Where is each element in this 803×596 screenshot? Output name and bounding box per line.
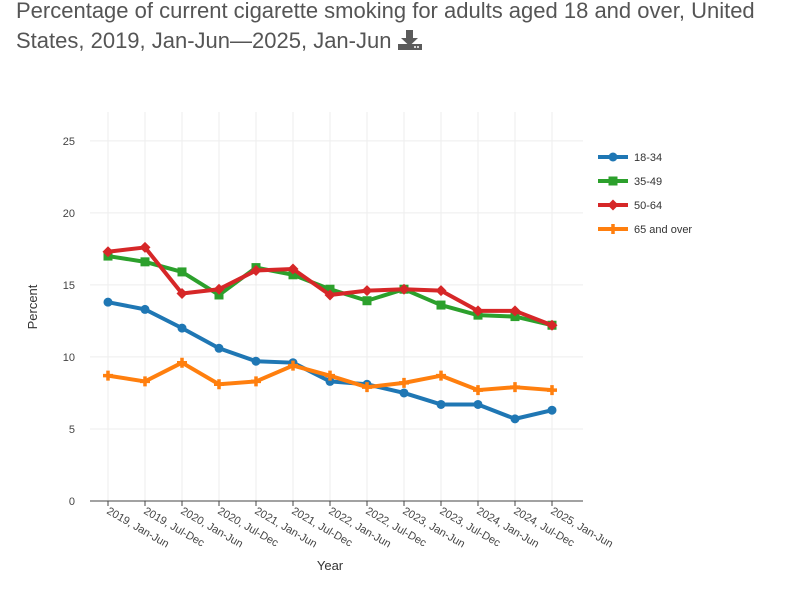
chart-title-text: Percentage of current cigarette smoking …	[16, 0, 755, 53]
legend-item-50-64[interactable]: 50-64	[598, 199, 662, 213]
data-point-35-49[interactable]	[325, 284, 335, 294]
data-point-18-34[interactable]	[140, 304, 150, 314]
data-point-18-34[interactable]	[510, 414, 520, 424]
legend-label-35-49: 35-49	[634, 176, 662, 188]
data-point-18-34[interactable]	[473, 399, 483, 409]
data-point-35-49[interactable]	[288, 270, 298, 280]
series-group	[102, 241, 558, 424]
data-point-65-and-over[interactable]	[177, 357, 187, 368]
data-point-18-34[interactable]	[177, 323, 187, 333]
series-50-64	[102, 241, 558, 331]
data-point-65-and-over[interactable]	[547, 385, 557, 396]
legend-item-65-and-over[interactable]: 65 and over	[598, 224, 692, 236]
legend-marker-18-34[interactable]	[608, 152, 618, 162]
data-point-65-and-over[interactable]	[362, 382, 372, 393]
data-point-50-64[interactable]	[287, 263, 299, 275]
data-point-50-64[interactable]	[546, 319, 558, 331]
legend-marker-65-and-over[interactable]	[608, 224, 618, 234]
data-point-18-34[interactable]	[103, 297, 113, 307]
data-point-50-64[interactable]	[213, 283, 225, 295]
data-point-18-34[interactable]	[547, 405, 557, 415]
data-point-50-64[interactable]	[250, 264, 262, 276]
legend-label-18-34: 18-34	[634, 152, 662, 164]
chart-title: Percentage of current cigarette smoking …	[16, 0, 803, 59]
data-point-18-34[interactable]	[436, 399, 446, 409]
y-tick-label: 0	[69, 496, 75, 508]
data-point-65-and-over[interactable]	[140, 376, 150, 387]
data-point-65-and-over[interactable]	[510, 382, 520, 393]
data-point-65-and-over[interactable]	[214, 379, 224, 390]
x-axis-title: Year	[317, 558, 344, 573]
series-65-and-over	[103, 357, 557, 396]
data-point-65-and-over[interactable]	[288, 360, 298, 371]
data-point-18-34[interactable]	[214, 343, 224, 353]
data-point-50-64[interactable]	[398, 283, 410, 295]
data-point-35-49[interactable]	[214, 290, 224, 300]
legend-item-35-49[interactable]: 35-49	[598, 176, 662, 188]
data-point-65-and-over[interactable]	[325, 370, 335, 381]
data-point-50-64[interactable]	[139, 241, 151, 253]
data-point-50-64[interactable]	[324, 289, 336, 301]
download-icon[interactable]	[397, 29, 423, 59]
data-point-65-and-over[interactable]	[103, 370, 113, 381]
data-point-35-49[interactable]	[436, 300, 446, 310]
y-tick-label: 25	[63, 136, 75, 148]
data-point-50-64[interactable]	[176, 288, 188, 300]
data-point-35-49[interactable]	[362, 296, 372, 306]
data-point-65-and-over[interactable]	[473, 385, 483, 396]
data-point-18-34[interactable]	[325, 376, 335, 386]
legend-marker-35-49[interactable]	[608, 176, 618, 186]
data-point-18-34[interactable]	[399, 388, 409, 398]
data-point-35-49[interactable]	[177, 267, 187, 277]
legend-item-18-34[interactable]: 18-34	[598, 152, 662, 164]
data-point-65-and-over[interactable]	[251, 376, 261, 387]
data-point-35-49[interactable]	[140, 257, 150, 267]
data-point-18-34[interactable]	[251, 356, 261, 366]
data-point-65-and-over[interactable]	[399, 377, 409, 388]
legend-label-65-and-over: 65 and over	[634, 224, 692, 236]
data-point-50-64[interactable]	[509, 305, 521, 317]
data-point-65-and-over[interactable]	[436, 370, 446, 381]
data-point-50-64[interactable]	[361, 285, 373, 297]
data-point-50-64[interactable]	[102, 246, 114, 258]
y-tick-label: 10	[63, 352, 75, 364]
legend-marker-50-64[interactable]	[607, 199, 619, 211]
legend-label-50-64: 50-64	[634, 200, 662, 212]
data-point-50-64[interactable]	[472, 305, 484, 317]
data-point-35-49[interactable]	[510, 312, 520, 322]
y-tick-label: 20	[63, 208, 75, 220]
y-tick-label: 5	[69, 424, 75, 436]
grid	[90, 112, 583, 501]
y-tick-label: 15	[63, 280, 75, 292]
data-point-50-64[interactable]	[435, 285, 447, 297]
y-axis-title: Percent	[25, 284, 40, 329]
legend: 18-34 35-49 50-64 65 and over	[598, 152, 692, 236]
